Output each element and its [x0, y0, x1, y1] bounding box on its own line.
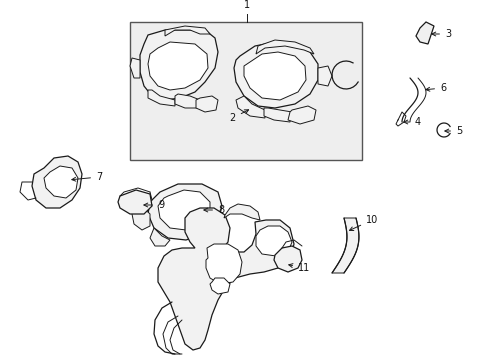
Polygon shape: [118, 190, 152, 214]
Polygon shape: [209, 278, 229, 294]
Polygon shape: [244, 52, 305, 100]
Text: 11: 11: [288, 263, 309, 273]
Text: 5: 5: [444, 126, 461, 136]
Polygon shape: [148, 42, 207, 90]
Text: 2: 2: [229, 110, 248, 123]
Polygon shape: [264, 108, 291, 122]
Text: 7: 7: [72, 172, 102, 182]
Polygon shape: [32, 156, 82, 208]
Polygon shape: [132, 208, 150, 230]
Polygon shape: [317, 66, 331, 86]
Polygon shape: [148, 90, 175, 106]
Polygon shape: [205, 244, 242, 284]
Polygon shape: [287, 106, 315, 124]
Polygon shape: [256, 40, 313, 54]
Polygon shape: [175, 94, 200, 108]
Polygon shape: [158, 208, 293, 350]
Text: 4: 4: [403, 117, 420, 127]
Polygon shape: [273, 246, 302, 272]
Text: 10: 10: [349, 215, 378, 230]
Polygon shape: [415, 22, 433, 44]
Polygon shape: [234, 42, 317, 108]
Polygon shape: [256, 226, 291, 256]
Text: 1: 1: [244, 0, 249, 10]
Polygon shape: [196, 96, 218, 112]
Polygon shape: [331, 218, 358, 273]
Text: 3: 3: [431, 29, 450, 39]
Polygon shape: [224, 204, 260, 220]
Polygon shape: [130, 58, 140, 78]
Bar: [130, 22, 361, 160]
Polygon shape: [158, 190, 209, 230]
Polygon shape: [150, 228, 170, 246]
Polygon shape: [44, 166, 78, 198]
Polygon shape: [236, 96, 264, 118]
Polygon shape: [164, 26, 209, 36]
Polygon shape: [140, 30, 218, 100]
Polygon shape: [148, 184, 222, 240]
Text: 8: 8: [203, 205, 224, 215]
Text: 6: 6: [425, 83, 445, 93]
Text: 9: 9: [143, 200, 164, 210]
